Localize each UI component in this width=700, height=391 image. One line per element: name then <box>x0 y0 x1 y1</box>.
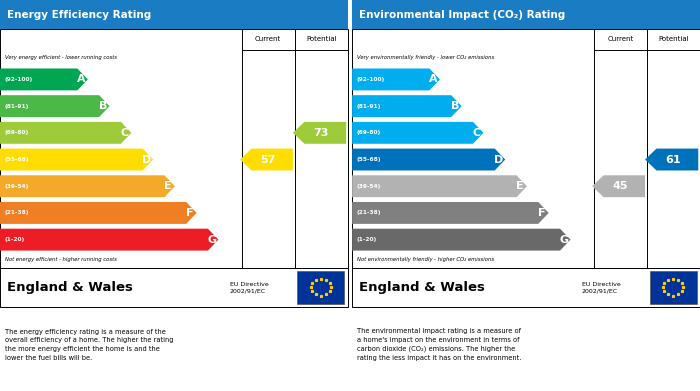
Polygon shape <box>0 175 175 197</box>
Text: (69-80): (69-80) <box>4 130 29 135</box>
Text: (39-54): (39-54) <box>356 184 381 189</box>
Text: C: C <box>473 128 481 138</box>
Polygon shape <box>352 229 570 251</box>
Text: A: A <box>77 74 85 84</box>
Polygon shape <box>240 149 293 170</box>
Text: F: F <box>538 208 546 218</box>
Text: (55-68): (55-68) <box>4 157 29 162</box>
Polygon shape <box>0 95 110 117</box>
Polygon shape <box>0 229 218 251</box>
Text: (1-20): (1-20) <box>4 237 25 242</box>
Polygon shape <box>0 122 132 144</box>
Text: (81-91): (81-91) <box>4 104 29 109</box>
Polygon shape <box>0 202 197 224</box>
Text: (21-38): (21-38) <box>4 210 29 215</box>
Text: (69-80): (69-80) <box>356 130 381 135</box>
Text: England & Wales: England & Wales <box>359 281 485 294</box>
Polygon shape <box>645 149 699 170</box>
Text: The energy efficiency rating is a measure of the
overall efficiency of a home. T: The energy efficiency rating is a measur… <box>5 329 174 361</box>
Polygon shape <box>352 202 549 224</box>
Text: D: D <box>141 154 151 165</box>
Text: Energy Efficiency Rating: Energy Efficiency Rating <box>7 10 151 20</box>
Polygon shape <box>352 175 527 197</box>
Text: C: C <box>120 128 129 138</box>
Text: Potential: Potential <box>306 36 337 43</box>
Text: F: F <box>186 208 194 218</box>
Bar <box>0 268 348 307</box>
Text: Current: Current <box>607 36 634 43</box>
Text: Not energy efficient - higher running costs: Not energy efficient - higher running co… <box>5 257 117 262</box>
Text: Potential: Potential <box>658 36 689 43</box>
Polygon shape <box>592 175 645 197</box>
Bar <box>650 271 696 304</box>
Text: Not environmentally friendly - higher CO₂ emissions: Not environmentally friendly - higher CO… <box>357 257 494 262</box>
Text: B: B <box>99 101 107 111</box>
Bar <box>0 0 348 29</box>
Text: 73: 73 <box>314 128 329 138</box>
Text: E: E <box>517 181 524 191</box>
Text: (92-100): (92-100) <box>356 77 384 82</box>
Text: G: G <box>559 235 568 245</box>
Text: The environmental impact rating is a measure of
a home's impact on the environme: The environmental impact rating is a mea… <box>357 328 522 361</box>
Text: 57: 57 <box>260 154 276 165</box>
Text: Very environmentally friendly - lower CO₂ emissions: Very environmentally friendly - lower CO… <box>357 55 495 59</box>
Text: EU Directive
2002/91/EC: EU Directive 2002/91/EC <box>230 282 268 293</box>
Polygon shape <box>352 149 505 170</box>
Bar <box>352 29 700 268</box>
Polygon shape <box>293 122 346 144</box>
Bar <box>0 29 348 268</box>
Bar <box>298 271 344 304</box>
Bar <box>352 0 700 29</box>
Text: 45: 45 <box>612 181 628 191</box>
Text: England & Wales: England & Wales <box>7 281 133 294</box>
Text: Very energy efficient - lower running costs: Very energy efficient - lower running co… <box>5 55 117 59</box>
Text: (39-54): (39-54) <box>4 184 29 189</box>
Text: (1-20): (1-20) <box>356 237 377 242</box>
Text: D: D <box>494 154 503 165</box>
Text: (81-91): (81-91) <box>356 104 381 109</box>
Polygon shape <box>352 68 440 90</box>
Text: E: E <box>164 181 172 191</box>
Polygon shape <box>352 122 484 144</box>
Text: (92-100): (92-100) <box>4 77 32 82</box>
Polygon shape <box>352 95 462 117</box>
Text: Current: Current <box>255 36 281 43</box>
Text: G: G <box>207 235 216 245</box>
Text: A: A <box>429 74 438 84</box>
Text: (55-68): (55-68) <box>356 157 381 162</box>
Polygon shape <box>0 68 88 90</box>
Polygon shape <box>0 149 153 170</box>
Text: 61: 61 <box>666 154 681 165</box>
Text: EU Directive
2002/91/EC: EU Directive 2002/91/EC <box>582 282 620 293</box>
Text: (21-38): (21-38) <box>356 210 381 215</box>
Text: Environmental Impact (CO₂) Rating: Environmental Impact (CO₂) Rating <box>359 10 566 20</box>
Text: B: B <box>451 101 459 111</box>
Bar <box>352 268 700 307</box>
